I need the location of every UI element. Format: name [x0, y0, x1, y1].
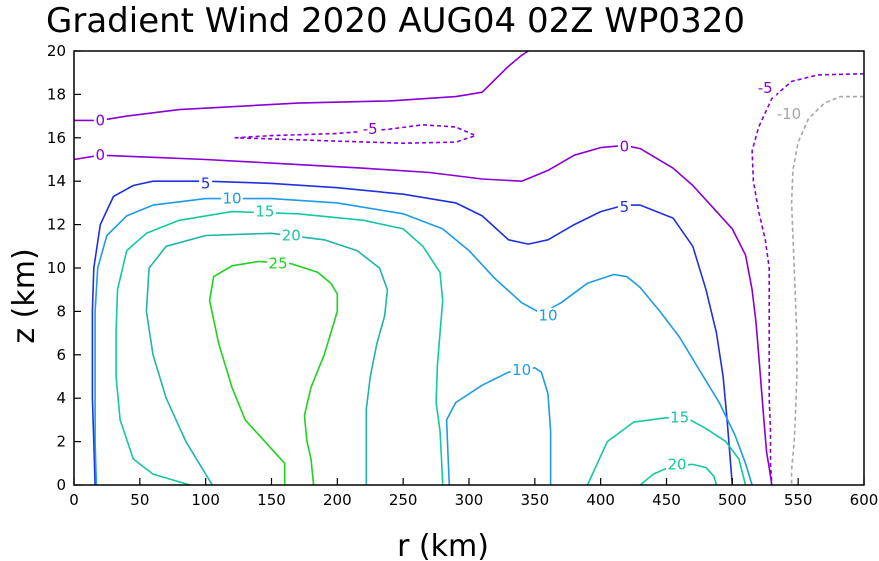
x-tick-label: 250: [389, 491, 418, 509]
contour-label-bg: [93, 112, 107, 129]
contour-lines: [73, 50, 865, 486]
x-tick-label: 500: [718, 491, 747, 509]
contour-label: 0: [620, 137, 630, 155]
y-tick-label: 18: [47, 85, 66, 103]
contour-label-bg: [253, 203, 276, 220]
contour-label: -5: [758, 79, 773, 97]
y-axis-label: z (km): [7, 248, 42, 343]
y-axis: 0 2 4 6 8 10 12 14 16 18 20: [47, 42, 81, 494]
contour-label-bg: [537, 307, 559, 324]
contour-label-bg: [754, 79, 777, 96]
x-tick-label: 450: [652, 491, 681, 509]
contour-line--10-4: [790, 95, 864, 485]
y-tick-label: 10: [47, 259, 66, 277]
x-tick-label: 0: [69, 491, 79, 509]
x-tick-label: 600: [850, 491, 879, 509]
contour-label: 20: [667, 455, 686, 473]
contour-label: 20: [282, 226, 301, 244]
plot-frame: [73, 50, 865, 486]
x-tick-label: 100: [191, 491, 220, 509]
y-tick-label: 0: [56, 476, 66, 494]
contour-label-bg: [267, 255, 290, 272]
contour-label: 5: [620, 198, 630, 216]
x-axis-label: r (km): [397, 529, 489, 561]
x-tick-label: 300: [455, 491, 484, 509]
contour-label-bg: [510, 361, 533, 378]
contour-label: 0: [96, 146, 106, 164]
contour-line--5-3: [751, 73, 865, 486]
y-tick-label: 12: [47, 216, 66, 234]
chart-title: Gradient Wind 2020 AUG04 02Z WP0320: [46, 1, 745, 41]
contour-label-bg: [199, 175, 213, 192]
contour-label-bg: [617, 138, 631, 155]
contour-label: -5: [363, 120, 378, 138]
y-tick-label: 6: [56, 346, 66, 364]
x-tick-label: 400: [586, 491, 615, 509]
contour-line-20-11: [639, 463, 718, 486]
contour-label-bg: [668, 409, 691, 426]
contour-line-25-12: [208, 260, 339, 486]
contour-label-bg: [773, 105, 805, 122]
x-tick-label: 150: [257, 491, 286, 509]
contour-label: 10: [512, 361, 531, 379]
x-tick-label: 200: [323, 491, 352, 509]
contour-line-15-8: [115, 210, 444, 486]
y-tick-label: 20: [47, 42, 66, 60]
contour-line-0-0: [74, 50, 529, 122]
contour-label: 5: [201, 174, 211, 192]
x-tick-label: 550: [784, 491, 813, 509]
contour-label: -10: [777, 105, 802, 123]
contour-label: 0: [96, 111, 106, 129]
contour-line-5-5: [91, 180, 734, 486]
y-tick-label: 8: [56, 302, 66, 320]
contour-label-bg: [221, 190, 243, 207]
contour-label: 10: [538, 307, 557, 325]
contour-label-bg: [617, 199, 631, 216]
contour-label-bg: [93, 147, 107, 164]
contour-line-10-7: [445, 367, 552, 486]
y-tick-label: 14: [47, 172, 66, 190]
contour-line-0-1: [73, 144, 773, 486]
contour-line-10-6: [94, 197, 753, 486]
x-tick-label: 350: [521, 491, 550, 509]
y-tick-label: 4: [56, 389, 66, 407]
contour-line-15-9: [586, 416, 747, 486]
contour-line--5-2: [234, 124, 477, 144]
contour-line-20-10: [145, 232, 389, 486]
y-tick-label: 2: [56, 433, 66, 451]
contour-label: 15: [670, 409, 689, 427]
x-tick-label: 50: [130, 491, 149, 509]
contour-label-bg: [280, 227, 303, 244]
contour-label-bg: [359, 121, 382, 138]
contour-label-bg: [666, 456, 689, 473]
y-tick-label: 16: [47, 129, 66, 147]
contour-label: 10: [222, 190, 241, 208]
contour-label: 15: [255, 203, 274, 221]
x-axis: 0 50 100 150 200 250 300 350 400 450 500 550 600: [69, 478, 878, 509]
contour-label: 25: [269, 255, 288, 273]
